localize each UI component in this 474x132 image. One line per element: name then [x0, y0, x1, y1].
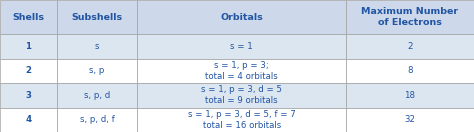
Bar: [57, 108, 137, 132]
Bar: [57, 83, 137, 108]
Text: 18: 18: [404, 91, 416, 100]
Text: s: s: [95, 42, 100, 51]
Bar: [346, 0, 474, 34]
Bar: [137, 34, 346, 59]
Bar: [57, 0, 137, 34]
Bar: [0, 108, 57, 132]
Text: s = 1, p = 3;
total = 4 orbitals: s = 1, p = 3; total = 4 orbitals: [205, 61, 278, 81]
Bar: [0, 0, 57, 34]
Text: Subshells: Subshells: [72, 13, 123, 22]
Text: s = 1, p = 3, d = 5, f = 7
total = 16 orbitals: s = 1, p = 3, d = 5, f = 7 total = 16 or…: [188, 110, 296, 130]
Bar: [346, 59, 474, 83]
Text: 4: 4: [26, 115, 31, 124]
Bar: [346, 34, 474, 59]
Bar: [0, 59, 57, 83]
Text: Maximum Number
of Electrons: Maximum Number of Electrons: [362, 7, 458, 27]
Text: 2: 2: [26, 66, 31, 76]
Bar: [57, 59, 137, 83]
Bar: [0, 34, 57, 59]
Text: s, p, d, f: s, p, d, f: [80, 115, 115, 124]
Text: s, p: s, p: [90, 66, 105, 76]
Text: 1: 1: [26, 42, 31, 51]
Bar: [0, 83, 57, 108]
Bar: [137, 59, 346, 83]
Text: 3: 3: [26, 91, 31, 100]
Text: s = 1, p = 3, d = 5
total = 9 orbitals: s = 1, p = 3, d = 5 total = 9 orbitals: [201, 86, 282, 105]
Text: 2: 2: [407, 42, 413, 51]
Text: 8: 8: [407, 66, 413, 76]
Bar: [137, 108, 346, 132]
Text: s, p, d: s, p, d: [84, 91, 110, 100]
Bar: [137, 0, 346, 34]
Text: s = 1: s = 1: [230, 42, 253, 51]
Text: 32: 32: [404, 115, 416, 124]
Bar: [57, 34, 137, 59]
Bar: [346, 83, 474, 108]
Text: Orbitals: Orbitals: [220, 13, 263, 22]
Text: Shells: Shells: [12, 13, 45, 22]
Bar: [346, 108, 474, 132]
Bar: [137, 83, 346, 108]
